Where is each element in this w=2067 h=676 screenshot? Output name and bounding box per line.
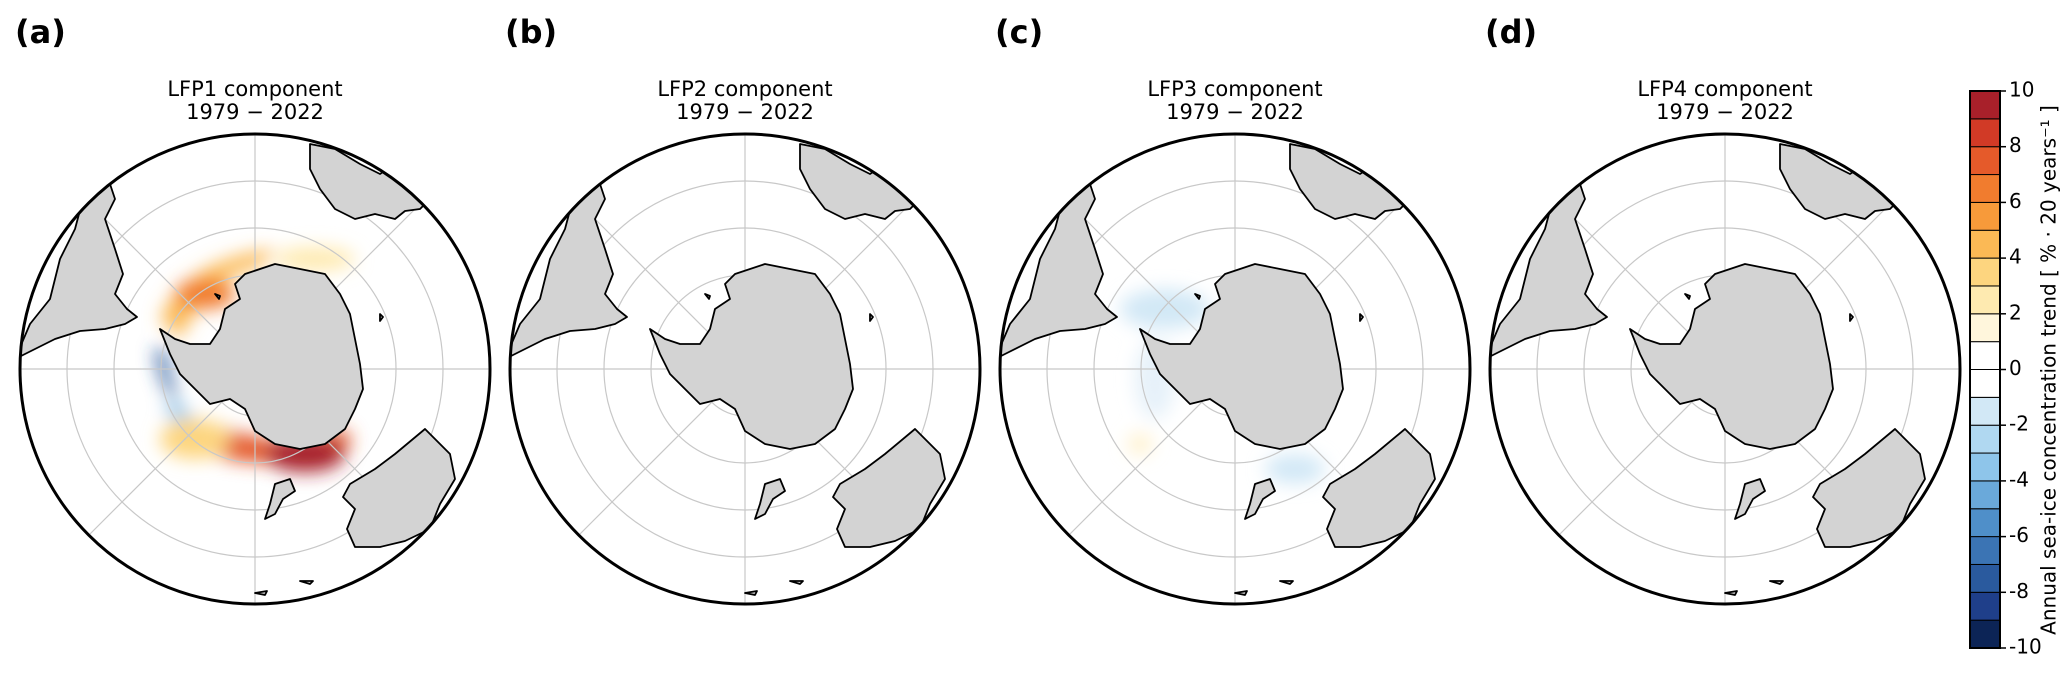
- colorbar-bin: [1969, 508, 2001, 538]
- panel-label: (b): [505, 13, 557, 51]
- colorbar-bin: [1969, 174, 2001, 203]
- map-panel: [995, 132, 1472, 606]
- colorbar-bin: [1969, 146, 2001, 176]
- panel-period: 1979 − 2022: [1656, 100, 1794, 124]
- colorbar-label: Annual sea-ice concentration trend [ % ·…: [2037, 105, 2061, 635]
- colorbar-bin: [1969, 369, 2001, 398]
- colorbar-bin: [1969, 285, 2001, 315]
- colorbar-tick-label: -10: [2009, 635, 2042, 659]
- colorbar-bin: [1969, 229, 2001, 259]
- panel-title: LFP1 component: [167, 77, 342, 101]
- colorbar-bin: [1969, 563, 2001, 593]
- map-frame: [998, 132, 1472, 606]
- map-panel: [15, 132, 492, 606]
- panel-period: 1979 − 2022: [676, 100, 814, 124]
- colorbar-bin: [1969, 536, 2001, 565]
- colorbar-bin: [1969, 313, 2001, 343]
- map-frame: [1488, 132, 1962, 606]
- panel-label: (d): [1485, 13, 1537, 51]
- colorbar-tick-label: 10: [2009, 78, 2034, 102]
- colorbar-tick-label: -4: [2009, 467, 2029, 491]
- panel-title: LFP4 component: [1637, 77, 1812, 101]
- map-frame: [18, 132, 492, 606]
- panel-period: 1979 − 2022: [186, 100, 324, 124]
- colorbar-bin: [1969, 90, 2001, 120]
- panel-title: LFP3 component: [1147, 77, 1322, 101]
- panel-title: LFP2 component: [657, 77, 832, 101]
- map-panel: [505, 132, 982, 606]
- colorbar-bin: [1969, 424, 2001, 454]
- panel-label: (a): [15, 13, 66, 51]
- colorbar-tick-label: 4: [2009, 245, 2022, 269]
- colorbar-tick-label: 6: [2009, 189, 2022, 213]
- colorbar-tick-label: -6: [2009, 523, 2029, 547]
- colorbar-bin: [1969, 257, 2001, 287]
- colorbar-bin: [1969, 619, 2001, 649]
- colorbar-tick-label: 2: [2009, 300, 2022, 324]
- colorbar-bin: [1969, 452, 2001, 482]
- colorbar-bin: [1969, 480, 2001, 510]
- panel-label: (c): [995, 13, 1043, 51]
- colorbar-tick-label: -2: [2009, 412, 2029, 436]
- colorbar-tick-label: 0: [2009, 356, 2022, 380]
- colorbar-bin: [1969, 396, 2001, 426]
- colorbar-bin: [1969, 201, 2001, 231]
- panel-period: 1979 − 2022: [1166, 100, 1304, 124]
- colorbar-tick-label: 8: [2009, 133, 2022, 157]
- colorbar-tick-label: -8: [2009, 579, 2029, 603]
- colorbar-bin: [1969, 591, 2001, 621]
- map-panel: [1485, 132, 1962, 606]
- colorbar-bin: [1969, 341, 2001, 370]
- map-frame: [508, 132, 982, 606]
- colorbar-bin: [1969, 118, 2001, 148]
